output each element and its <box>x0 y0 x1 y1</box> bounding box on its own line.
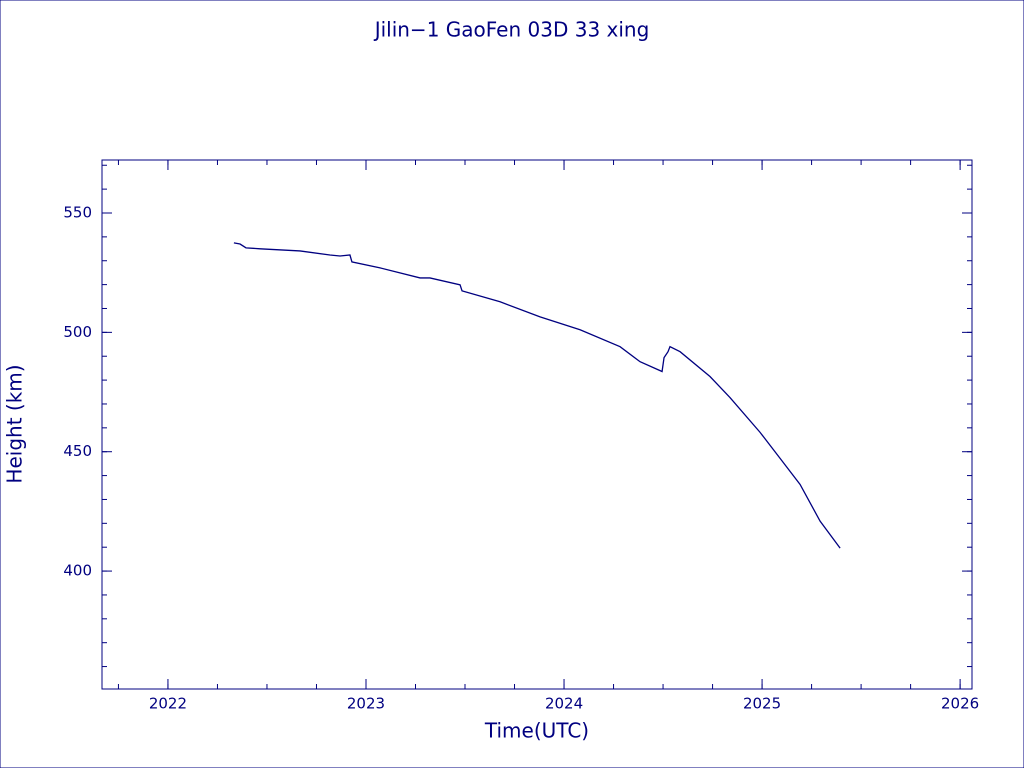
x-tick-label: 2025 <box>743 695 781 713</box>
x-axis-label: Time(UTC) <box>484 719 589 743</box>
y-tick-label: 550 <box>63 203 92 221</box>
data-line <box>233 242 841 549</box>
x-tick-label: 2024 <box>545 695 583 713</box>
y-axis-label: Height (km) <box>3 364 27 483</box>
y-tick-label: 500 <box>63 323 92 341</box>
y-tick-label: 450 <box>63 442 92 460</box>
y-tick-label: 400 <box>63 562 92 580</box>
x-tick-label: 2022 <box>149 695 187 713</box>
x-tick-label: 2026 <box>941 695 979 713</box>
x-tick-label: 2023 <box>347 695 385 713</box>
plot-frame <box>101 159 973 690</box>
chart-title: Jilin−1 GaoFen 03D 33 xing <box>373 18 650 42</box>
